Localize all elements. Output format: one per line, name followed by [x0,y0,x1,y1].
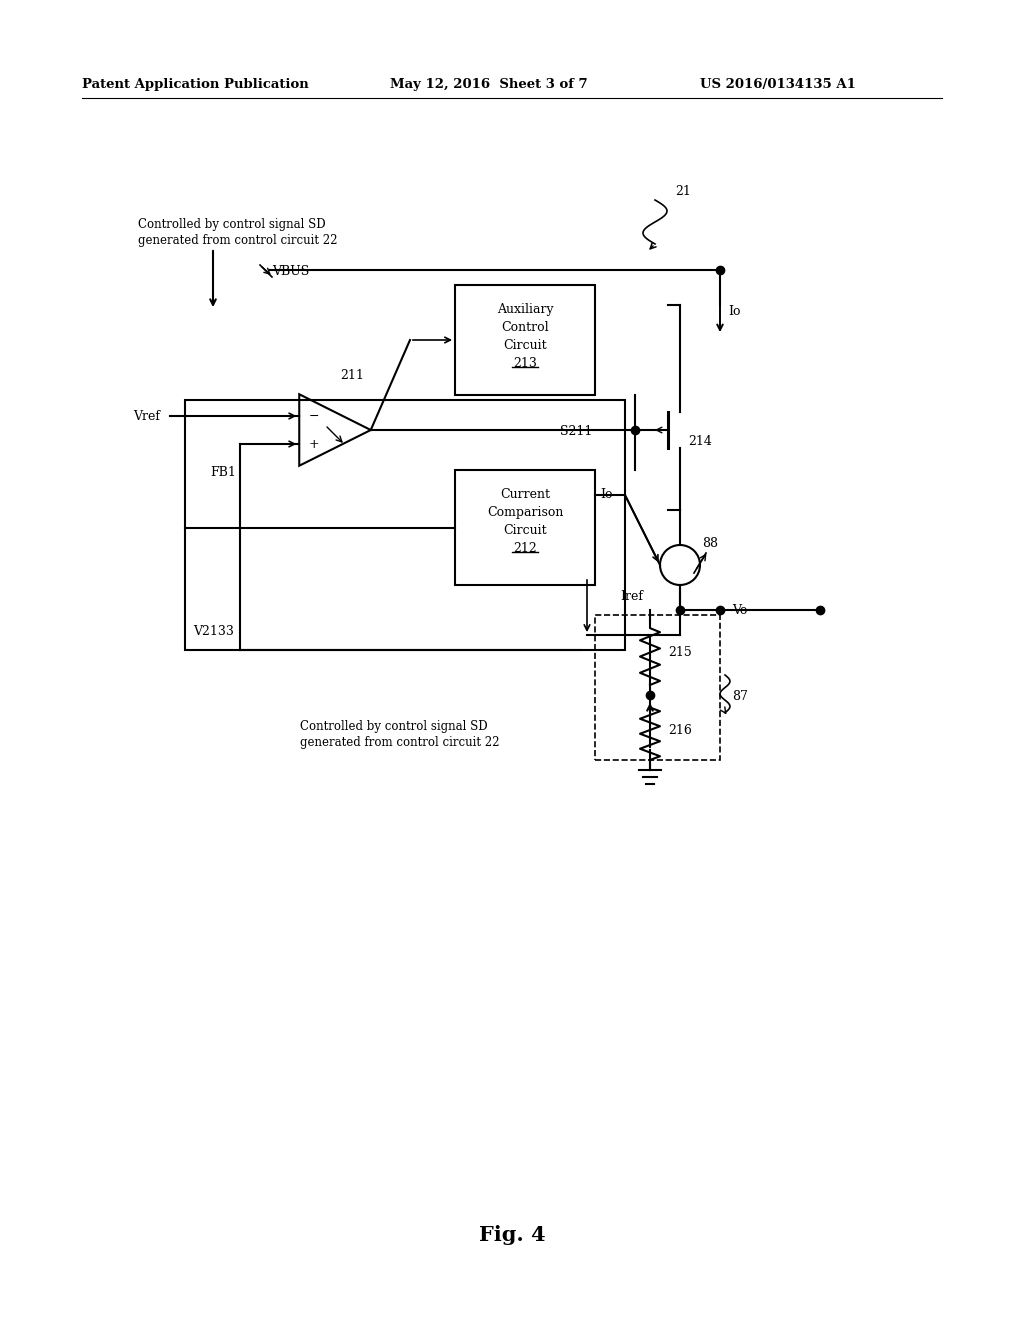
Text: Circuit: Circuit [503,339,547,352]
Text: Control: Control [501,321,549,334]
Text: generated from control circuit 22: generated from control circuit 22 [300,737,500,748]
Text: Auxiliary: Auxiliary [497,304,553,315]
Text: Patent Application Publication: Patent Application Publication [82,78,309,91]
Text: generated from control circuit 22: generated from control circuit 22 [138,234,338,247]
Text: VBUS: VBUS [272,265,309,279]
Text: Vref: Vref [133,409,160,422]
Text: Current: Current [500,488,550,502]
Bar [455,470,595,585]
Text: S211: S211 [560,425,592,438]
Text: Controlled by control signal SD: Controlled by control signal SD [138,218,326,231]
Text: Comparison: Comparison [486,506,563,519]
Text: +: + [308,437,318,450]
Text: 87: 87 [732,690,748,704]
Text: −: − [308,409,318,422]
Text: May 12, 2016  Sheet 3 of 7: May 12, 2016 Sheet 3 of 7 [390,78,588,91]
Text: Io: Io [600,488,612,502]
Bar [185,400,625,649]
Bar [455,285,595,395]
Text: 21: 21 [675,185,691,198]
Text: 214: 214 [688,436,712,447]
Text: Circuit: Circuit [503,524,547,537]
Text: Iref: Iref [620,590,643,603]
Text: 215: 215 [668,645,692,659]
Text: Controlled by control signal SD: Controlled by control signal SD [300,719,487,733]
Text: V2133: V2133 [193,624,233,638]
Text: 213: 213 [513,356,537,370]
Text: 212: 212 [513,543,537,554]
Text: Vo: Vo [732,603,748,616]
Bar [595,615,720,760]
Text: US 2016/0134135 A1: US 2016/0134135 A1 [700,78,856,91]
Text: 216: 216 [668,723,692,737]
Text: 88: 88 [702,537,718,550]
Text: 211: 211 [340,370,364,383]
Text: Io: Io [728,305,740,318]
Text: Fig. 4: Fig. 4 [478,1225,546,1245]
Text: FB1: FB1 [210,466,236,479]
